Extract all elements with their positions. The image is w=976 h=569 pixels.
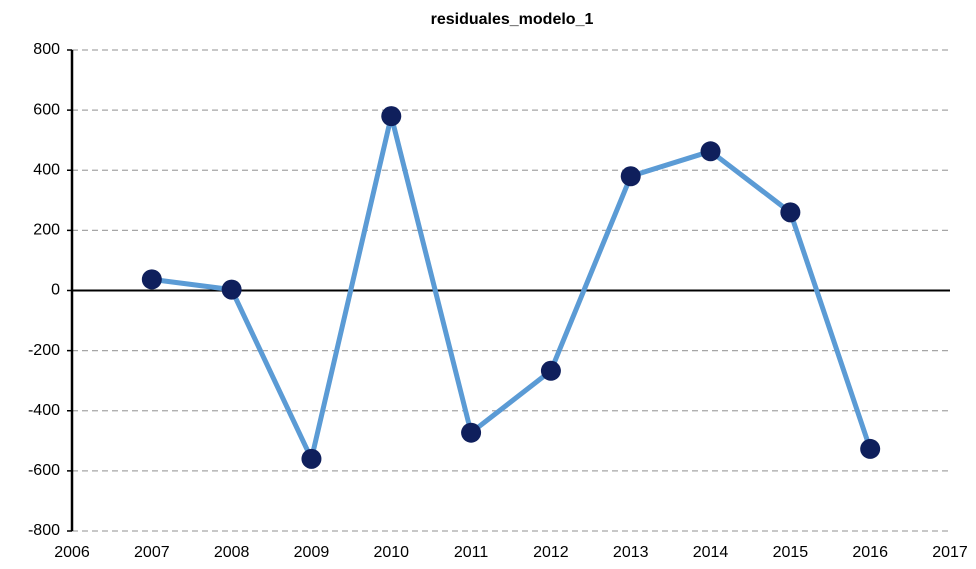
data-point xyxy=(620,166,641,187)
x-tick-label: 2006 xyxy=(54,544,90,561)
x-tick-label: 2015 xyxy=(773,544,809,561)
data-point xyxy=(860,438,881,459)
x-tick-label: 2011 xyxy=(454,544,489,561)
data-point xyxy=(381,106,402,127)
y-tick-label: -600 xyxy=(28,462,60,479)
y-tick-label: 800 xyxy=(33,41,60,58)
y-tick-label: -400 xyxy=(28,402,60,419)
data-point xyxy=(301,448,322,469)
y-tick-label: -200 xyxy=(28,342,60,359)
y-tick-label: 0 xyxy=(51,282,60,299)
x-tick-label: 2016 xyxy=(852,544,888,561)
x-tick-label: 2017 xyxy=(932,544,968,561)
data-point xyxy=(700,141,721,162)
chart-title: residuales_modelo_1 xyxy=(431,11,594,28)
x-tick-label: 2012 xyxy=(533,544,569,561)
x-tick-label: 2008 xyxy=(214,544,250,561)
data-point xyxy=(461,422,482,443)
data-point xyxy=(141,269,162,290)
x-tick-label: 2013 xyxy=(613,544,649,561)
y-tick-label: 200 xyxy=(33,222,60,239)
x-tick-label: 2007 xyxy=(134,544,170,561)
data-point xyxy=(221,279,242,300)
data-point xyxy=(540,360,561,381)
y-tick-label: 600 xyxy=(33,101,60,118)
series-line xyxy=(151,113,873,462)
x-tick-label: 2014 xyxy=(693,544,729,561)
x-tick-label: 2010 xyxy=(373,544,409,561)
y-tick-label: 400 xyxy=(33,161,60,178)
data-point xyxy=(780,202,801,223)
x-tick-label: 2009 xyxy=(294,544,330,561)
y-tick-label: -800 xyxy=(28,522,60,539)
